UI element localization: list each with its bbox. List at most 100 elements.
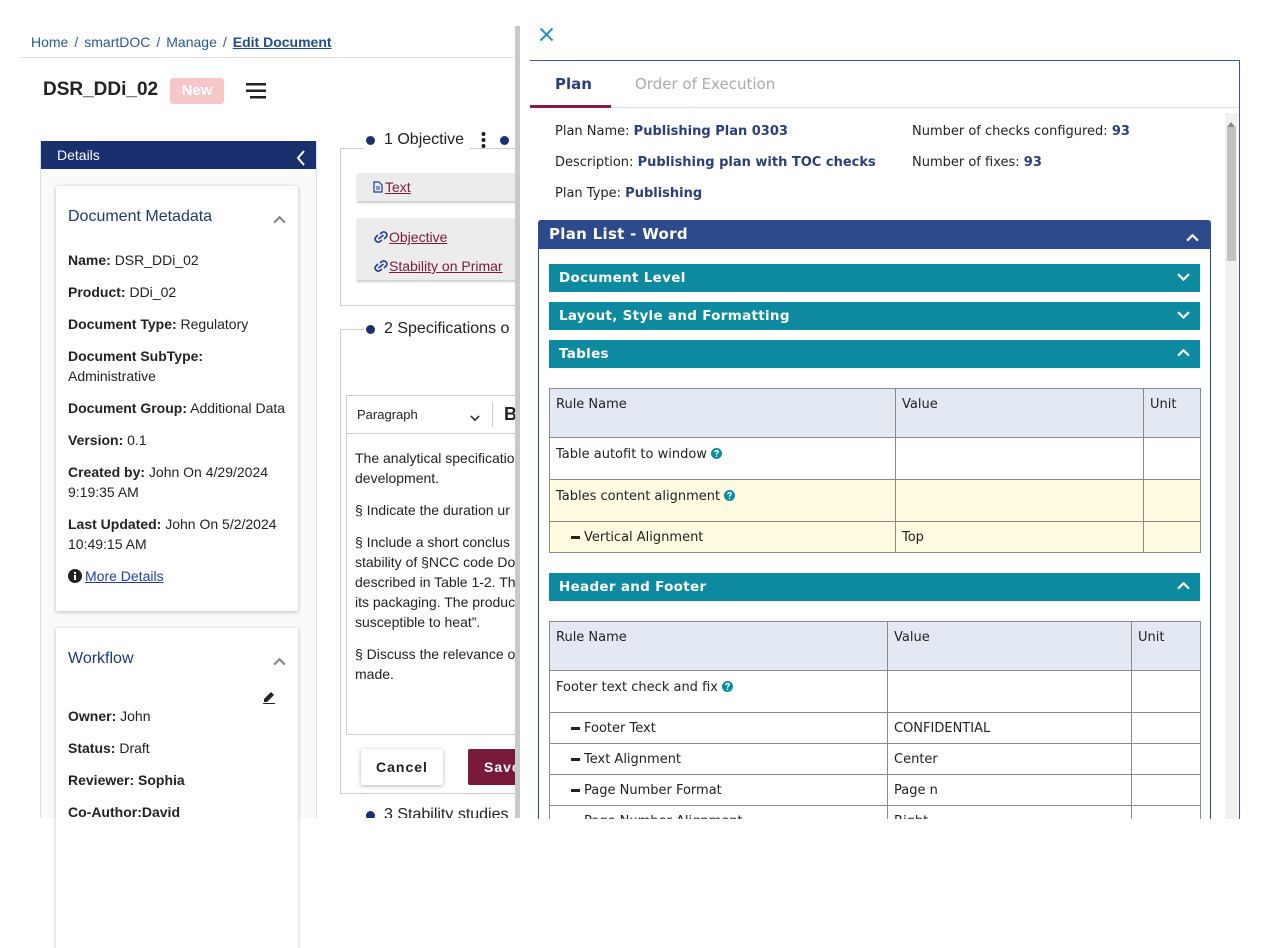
reference-link[interactable]: Objective <box>389 229 448 245</box>
group-bar[interactable]: Tables <box>549 340 1200 368</box>
info-label: Number of checks configured: <box>912 124 1108 139</box>
group-bar[interactable]: Header and Footer <box>549 573 1200 601</box>
help-icon[interactable] <box>724 490 736 505</box>
divider-line <box>20 57 515 58</box>
rule-row: Vertical Alignment Top <box>549 521 1201 553</box>
scroll-up[interactable] <box>1227 116 1235 131</box>
field-value: John <box>120 708 151 724</box>
info-icon <box>68 568 85 584</box>
help-icon[interactable] <box>721 681 733 696</box>
rule-row: Page Number Format Page n <box>549 774 1201 806</box>
document-title: DSR_DDi_02 <box>43 79 159 100</box>
text-line: its packaging. The produc <box>355 594 515 610</box>
rule-unit-cell <box>1131 670 1201 713</box>
editor-column: 1 Objective 2 Specifications o 3 Stability… <box>340 120 515 818</box>
plan-info: Plan Name: Publishing Plan 0303 Number of… <box>555 123 1212 203</box>
rule-value: CONFIDENTIAL <box>894 720 991 736</box>
collapse-button[interactable] <box>1186 223 1199 252</box>
breadcrumb-separator: / <box>222 34 227 50</box>
section-header: 1 Objective <box>364 130 471 150</box>
help-icon[interactable] <box>710 448 722 463</box>
page: Home / smartDOC / Manage / Edit Document DSR_DD… <box>20 26 1240 820</box>
info-item: Plan Name: Publishing Plan 0303 <box>555 123 912 141</box>
edit-button[interactable] <box>68 690 286 706</box>
field: Status: Draft <box>68 738 286 758</box>
text-line: stability of §NCC code Do <box>355 554 515 570</box>
text-line: The analytical specificatio <box>355 450 515 466</box>
section-title: 2 Specifications o <box>384 320 510 337</box>
column-header: Value <box>895 388 1144 438</box>
cancel-button[interactable]: Cancel <box>361 749 443 785</box>
section-dot <box>366 325 375 334</box>
tab[interactable]: Order of Execution <box>635 75 776 93</box>
save-button[interactable]: Save <box>468 749 515 785</box>
block-format-select[interactable]: Paragraph <box>357 407 418 422</box>
plan-list: Plan List - Word Document Level Layout, St… <box>538 220 1211 819</box>
info-item: Number of checks configured: 93 <box>912 123 1212 141</box>
info-item: Number of fixes: 93 <box>912 154 1212 172</box>
child-marker <box>571 757 580 761</box>
rule-name: Page Number Format <box>584 782 722 798</box>
more-details-link[interactable]: More Details <box>85 568 164 584</box>
rule-value: Right <box>894 814 928 820</box>
field-label: Document SubType: <box>68 348 204 364</box>
field-label: Created by: <box>68 464 146 480</box>
dropdown-arrow <box>470 409 480 424</box>
collapse-button[interactable] <box>273 209 286 231</box>
breadcrumb-link[interactable]: Manage <box>166 34 217 50</box>
breadcrumb-link[interactable]: Edit Document <box>232 34 332 50</box>
info-item: Description: Publishing plan with TOC ch… <box>555 154 912 172</box>
rule-name: Table autofit to window <box>556 447 707 462</box>
more-details: More Details <box>68 566 286 586</box>
document-icon <box>373 179 385 195</box>
breadcrumb-link[interactable]: Home <box>31 34 69 50</box>
bold-button[interactable]: B <box>504 404 515 424</box>
details-title: Details <box>57 147 100 163</box>
group-bar[interactable]: Layout, Style and Formatting <box>549 302 1200 330</box>
text-line: § Discuss the relevance o <box>355 646 515 662</box>
status-badge: New <box>170 78 224 104</box>
collapse-button[interactable] <box>296 147 306 175</box>
link-row: Stability on Primar <box>373 252 515 281</box>
scroll-thumb[interactable] <box>1227 127 1236 261</box>
link-row: Objective <box>373 223 515 252</box>
group-title: Layout, Style and Formatting <box>559 308 790 324</box>
rule-value-cell: Page n <box>887 774 1132 806</box>
close-button[interactable] <box>539 27 554 47</box>
tab[interactable]: Plan <box>530 61 611 108</box>
field: Document SubType: Administrative <box>68 346 286 386</box>
card-title: Workflow <box>68 648 286 670</box>
reference-link[interactable]: Stability on Primar <box>389 258 503 274</box>
rule-row: Page Number Alignment Right <box>549 805 1201 820</box>
paragraph: The analytical specificatio development. <box>355 448 515 488</box>
menu-button[interactable] <box>246 82 266 105</box>
text-line: development. <box>355 470 440 486</box>
field: Created by: John On 4/29/2024 9:19:35 AM <box>68 462 286 502</box>
breadcrumb-link[interactable]: smartDOC <box>84 34 151 50</box>
field-value: DDi_02 <box>129 284 177 300</box>
field-label: Document Group: <box>68 400 187 416</box>
rule-name-cell: Table autofit to window <box>549 437 896 480</box>
scrollbar[interactable] <box>1225 113 1237 819</box>
rule-value: Top <box>902 529 924 545</box>
group-title: Tables <box>559 346 609 362</box>
info-label: Plan Type: <box>555 186 622 201</box>
field-value: Sophia <box>138 772 185 788</box>
group-title: Header and Footer <box>559 579 707 595</box>
field: Document Type: Regulatory <box>68 314 286 334</box>
link-icon <box>373 229 389 245</box>
card: Workflow Owner: John Status: Draft Reviewer… <box>56 628 298 948</box>
column-header: Rule Name <box>549 388 896 438</box>
field: Product: DDi_02 <box>68 282 286 302</box>
rule-value-cell: Center <box>887 743 1132 775</box>
collapse-button[interactable] <box>273 651 286 673</box>
field-label: Reviewer: <box>68 772 135 788</box>
field-value: DSR_DDi_02 <box>114 252 199 268</box>
splitter[interactable] <box>515 26 520 818</box>
section-dot <box>366 136 375 145</box>
group-bar[interactable]: Document Level <box>549 264 1200 292</box>
header-row: Rule Name Value Unit <box>549 388 1201 438</box>
attachment-link[interactable]: Text <box>385 179 411 195</box>
kebab-menu[interactable] <box>481 132 486 153</box>
rule-name-cell: Page Number Format <box>549 774 888 806</box>
